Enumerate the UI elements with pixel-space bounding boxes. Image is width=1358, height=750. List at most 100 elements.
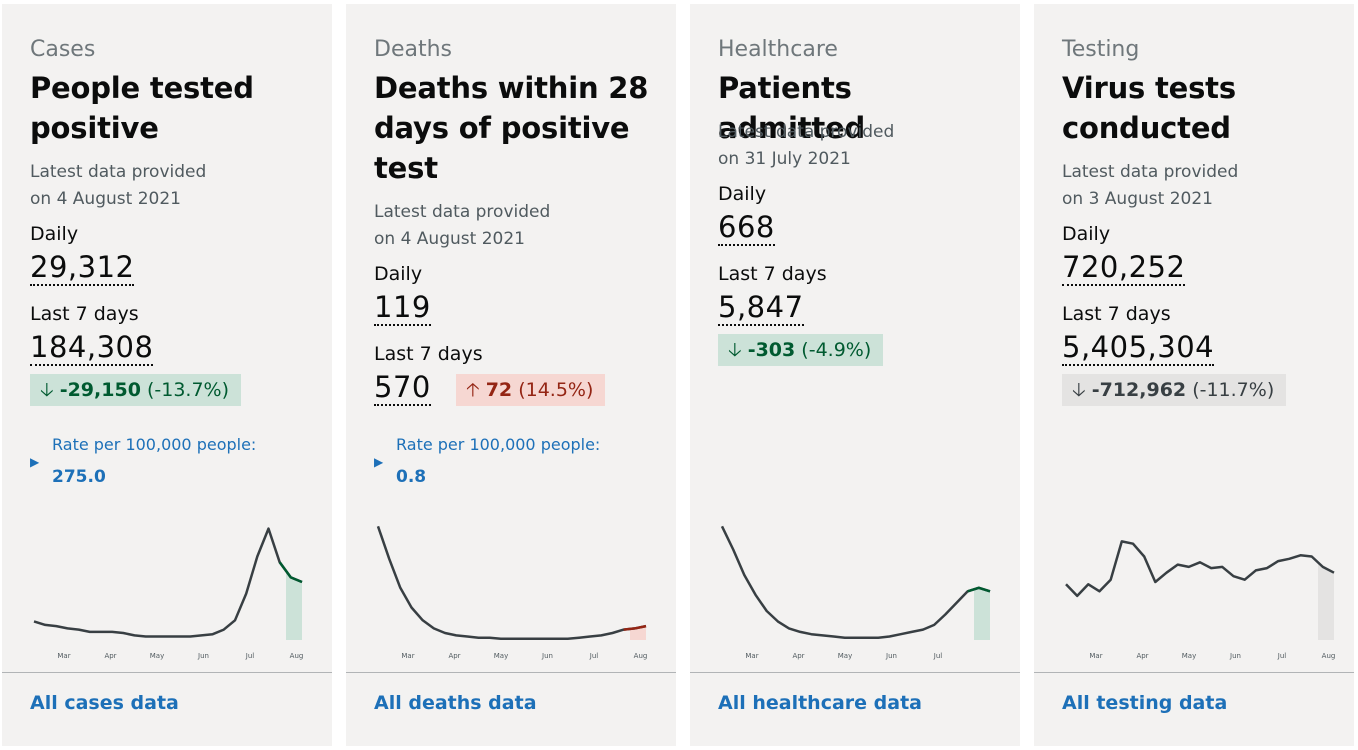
last-7-days-value[interactable]: 5,405,304 [1062,330,1215,366]
trend-line [33,527,303,638]
last-7-days-label: Last 7 days [374,343,483,365]
trend-chart: Mar Apr May Jun Jul Aug [376,525,648,660]
change-badge: 🡣 -712,962 (-11.7%) [1062,374,1287,406]
trend-line [720,525,991,639]
x-tick-label: May [838,652,852,660]
x-tick-label: Jul [245,652,255,660]
x-tick-label: Aug [1322,652,1336,660]
trend-chart: Mar Apr May Jun Jul [720,525,991,660]
change-value: -712,962 [1091,379,1187,401]
x-tick-label: Jul [1277,652,1287,660]
x-tick-label: Aug [634,652,648,660]
change-percent: (14.5%) [518,379,594,401]
card-title: People tested positive [30,71,254,145]
all-cases-data-link[interactable]: All cases data [30,692,179,714]
x-tick-label: Apr [104,652,116,660]
highlight-band [974,587,990,640]
last-7-days-value[interactable]: 5,847 [718,290,804,326]
latest-data-line1: Latest data provided [718,122,895,142]
x-tick-label: Jul [589,652,599,660]
x-tick-label: Apr [1136,652,1148,660]
card-category: Testing [1062,37,1140,62]
summary-card-healthcare: Healthcare Patients admitted Latest data… [690,4,1020,746]
trend-line-highlight [278,561,303,584]
x-tick-label: May [1182,652,1196,660]
card-category: Cases [30,37,96,62]
last-7-days-label: Last 7 days [1062,303,1171,325]
highlight-band [286,570,302,640]
all-deaths-data-link[interactable]: All deaths data [374,692,537,714]
daily-value[interactable]: 119 [374,290,431,326]
x-tick-label: Jun [885,652,897,660]
trend-line [1065,540,1335,598]
triangle-right-icon: ▶ [374,455,384,469]
daily-value[interactable]: 720,252 [1062,250,1186,286]
rate-label: Rate per 100,000 people: [52,435,257,454]
last-7-days-label: Last 7 days [30,303,139,325]
x-tick-label: Jul [933,652,943,660]
arrow-down-icon: 🡣 [1072,379,1086,401]
x-tick-label: Mar [1089,652,1102,660]
latest-data-line1: Latest data provided [30,162,207,182]
x-tick-label: Mar [57,652,70,660]
daily-value[interactable]: 668 [718,210,775,246]
rate-value: 275.0 [52,467,106,487]
divider [1034,672,1354,673]
x-tick-label: Jun [1229,652,1241,660]
trend-chart: Mar Apr May Jun Jul Aug [33,527,304,660]
x-tick-label: Aug [290,652,304,660]
x-tick-label: May [150,652,164,660]
change-badge: 🡣 -303 (-4.9%) [718,334,884,366]
x-tick-label: Mar [401,652,414,660]
card-title: Virus tests conducted [1062,71,1236,145]
x-tick-label: Jun [541,652,553,660]
daily-label: Daily [1062,223,1111,245]
latest-data-line2: on 3 August 2021 [1062,189,1213,209]
last-7-days-value[interactable]: 184,308 [30,330,154,366]
change-percent: (-13.7%) [146,379,230,401]
latest-data-line2: on 4 August 2021 [30,189,181,209]
divider [2,672,332,673]
x-tick-label: Apr [792,652,804,660]
change-value: -29,150 [59,379,141,401]
card-category: Deaths [374,37,452,62]
all-healthcare-data-link[interactable]: All healthcare data [718,692,922,714]
divider [346,672,676,673]
triangle-right-icon: ▶ [30,455,40,469]
trend-line [376,525,647,641]
daily-value[interactable]: 29,312 [30,250,135,286]
rate-value: 0.8 [396,467,427,487]
trend-line-highlight [967,586,991,593]
rate-label: Rate per 100,000 people: [396,435,601,454]
daily-label: Daily [374,263,423,285]
last-7-days-label: Last 7 days [718,263,827,285]
daily-label: Daily [30,223,79,245]
card-title: Deaths within 28 days of positive test [374,71,649,185]
latest-data-line2: on 31 July 2021 [718,149,851,169]
latest-data-line1: Latest data provided [1062,162,1239,182]
summary-card-cases: Cases People tested positive Latest data… [2,4,332,746]
rate-disclosure[interactable]: ▶ Rate per 100,000 people: 275.0 [30,429,257,493]
x-tick-label: Mar [745,652,758,660]
summary-card-deaths: Deaths Deaths within 28 days of positive… [346,4,676,746]
change-percent: (-11.7%) [1192,379,1275,401]
card-category: Healthcare [718,37,838,62]
change-value: 72 [485,379,513,401]
x-tick-label: May [494,652,508,660]
highlight-band [1318,562,1334,640]
daily-label: Daily [718,183,767,205]
rate-disclosure[interactable]: ▶ Rate per 100,000 people: 0.8 [374,429,601,493]
arrow-up-icon: 🡡 [466,379,480,401]
change-badge: 🡡 72 (14.5%) [456,374,606,406]
change-value: -303 [747,339,796,361]
change-percent: (-4.9%) [801,339,872,361]
last-7-days-value[interactable]: 570 [374,370,431,406]
card-title: Patients admitted [718,71,866,145]
trend-chart: Mar Apr May Jun Jul Aug [1065,540,1336,660]
summary-card-testing: Testing Virus tests conducted Latest dat… [1034,4,1354,746]
latest-data-line2: on 4 August 2021 [374,229,525,249]
change-badge: 🡣 -29,150 (-13.7%) [30,374,242,406]
arrow-down-icon: 🡣 [728,339,742,361]
trend-line-highlight [623,624,647,631]
all-testing-data-link[interactable]: All testing data [1062,692,1228,714]
